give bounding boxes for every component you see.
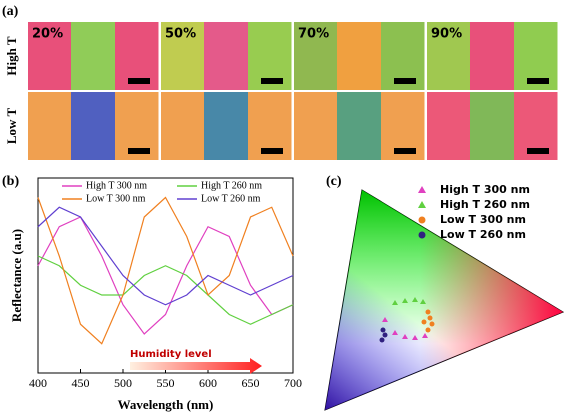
legend-label: Low T 300 nm	[440, 213, 526, 226]
micrograph-grid: High T 20% 50% 70% 90% Low T	[4, 22, 558, 160]
x-tick-label: 650	[242, 376, 260, 390]
series-line	[37, 255, 294, 325]
legend-label: Low T 300 nm	[86, 193, 146, 204]
row-label: High T	[4, 36, 19, 75]
x-tick-label: 600	[199, 376, 217, 390]
scale-bar	[128, 78, 150, 84]
column-label: 50%	[165, 27, 196, 42]
stripe	[204, 92, 249, 160]
scale-bar	[261, 78, 283, 84]
x-tick-label: 700	[284, 376, 302, 390]
series-line	[37, 196, 294, 345]
scale-bar	[394, 78, 416, 84]
stripe	[161, 92, 205, 160]
panel-label: (c)	[326, 174, 342, 189]
stripe	[294, 92, 338, 160]
stripe	[28, 22, 72, 90]
legend-label: High T 260 nm	[440, 198, 530, 211]
legend-marker	[418, 186, 426, 193]
x-tick-label: 550	[157, 376, 175, 390]
scale-bar	[527, 148, 549, 154]
stripe	[337, 22, 382, 90]
panel-label: (b)	[2, 174, 19, 189]
legend-label: High T 300 nm	[86, 180, 147, 191]
stripe	[204, 22, 249, 90]
spectra-chart: 400 450 500 550 600 650 700 Wavelength (nm) Refl…	[9, 177, 302, 412]
legend: High T 300 nm High T 260 nm Low T 300 nm Lo…	[418, 183, 530, 241]
annotation: Humidity level	[130, 349, 212, 360]
legend-marker	[418, 231, 426, 239]
plot-frame	[37, 177, 294, 374]
column-label: 20%	[32, 27, 63, 42]
x-axis-label: Wavelength (nm)	[118, 397, 214, 412]
chromaticity-diagram	[324, 189, 565, 411]
x-tick-label: 500	[114, 376, 132, 390]
legend-marker	[418, 216, 426, 224]
series-line	[37, 206, 294, 306]
column-label: 90%	[431, 27, 462, 42]
stripe	[71, 22, 116, 90]
legend-label: High T 300 nm	[440, 183, 530, 196]
arrow	[130, 358, 262, 374]
scale-bar	[394, 148, 416, 154]
x-tick-label: 400	[29, 376, 47, 390]
series-line	[37, 216, 294, 335]
stripe	[470, 92, 515, 160]
stripe	[337, 92, 382, 160]
x-tick-label: 450	[72, 376, 90, 390]
column-label: 70%	[298, 27, 329, 42]
stripe	[427, 92, 471, 160]
legend-marker	[418, 201, 426, 208]
scale-bar	[261, 148, 283, 154]
stripe	[161, 22, 205, 90]
stripe	[28, 92, 72, 160]
stripe	[71, 92, 116, 160]
legend-label: Low T 260 nm	[201, 193, 261, 204]
row-label: Low T	[4, 108, 19, 145]
stripe	[470, 22, 515, 90]
scale-bar	[527, 78, 549, 84]
panel-label: (a)	[2, 4, 19, 19]
stripe	[427, 22, 471, 90]
y-axis-label: Reflectance (a.u)	[9, 229, 24, 322]
stripe	[294, 22, 338, 90]
legend-label: High T 260 nm	[201, 180, 262, 191]
legend-label: Low T 260 nm	[440, 228, 526, 241]
scale-bar	[128, 148, 150, 154]
